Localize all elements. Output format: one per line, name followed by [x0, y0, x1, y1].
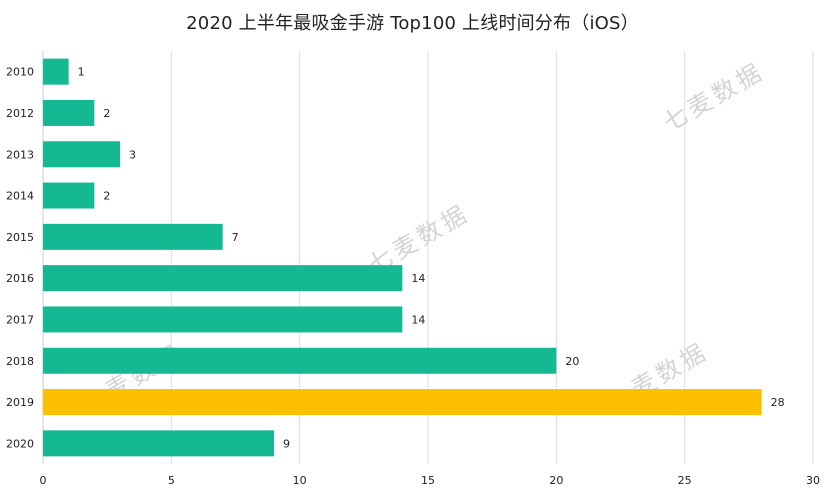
data-label-2017: 14: [411, 313, 425, 326]
y-tick-label-2020: 2020: [6, 437, 34, 450]
bar-2016: [43, 265, 403, 292]
y-tick-label-2015: 2015: [6, 231, 34, 244]
y-tick-label-2017: 2017: [6, 313, 34, 326]
bar-2013: [43, 141, 120, 168]
data-label-2020: 9: [283, 437, 290, 450]
bars: [43, 58, 762, 457]
x-tick-label-0: 0: [40, 474, 47, 487]
data-label-2010: 1: [78, 66, 85, 79]
bar-2014: [43, 182, 95, 209]
y-tick-label-2013: 2013: [6, 148, 34, 161]
labels: 2010 1 2012 2 2013 3 2014 2 2015 7 2016 14 2017 14 201…: [6, 66, 785, 451]
x-tick-label-20: 20: [549, 474, 563, 487]
bar-2010: [43, 58, 69, 85]
y-tick-label-2018: 2018: [6, 355, 34, 368]
bar-2017: [43, 306, 403, 333]
x-tick-label-25: 25: [678, 474, 692, 487]
y-tick-label-2010: 2010: [6, 66, 34, 79]
data-label-2012: 2: [103, 107, 110, 120]
bar-2012: [43, 99, 95, 126]
watermark-1: 七麦数据: [659, 57, 770, 137]
bar-2019: [43, 389, 762, 416]
y-tick-label-2014: 2014: [6, 190, 34, 203]
y-tick-label-2016: 2016: [6, 272, 34, 285]
x-tick-label-5: 5: [168, 474, 175, 487]
x-tick-label-10: 10: [293, 474, 307, 487]
data-label-2013: 3: [129, 148, 136, 161]
data-label-2019: 28: [771, 396, 785, 409]
x-tick-label-30: 30: [806, 474, 820, 487]
data-label-2018: 20: [565, 355, 579, 368]
bar-2015: [43, 223, 223, 250]
chart-title: 2020 上半年最吸金手游 Top100 上线时间分布（iOS）: [186, 13, 639, 34]
y-tick-label-2019: 2019: [6, 396, 34, 409]
y-tick-label-2012: 2012: [6, 107, 34, 120]
data-label-2016: 14: [411, 272, 425, 285]
data-label-2014: 2: [103, 190, 110, 203]
data-label-2015: 7: [232, 231, 239, 244]
bar-2020: [43, 430, 274, 457]
x-tick-label-15: 15: [421, 474, 435, 487]
bar-2018: [43, 347, 557, 374]
